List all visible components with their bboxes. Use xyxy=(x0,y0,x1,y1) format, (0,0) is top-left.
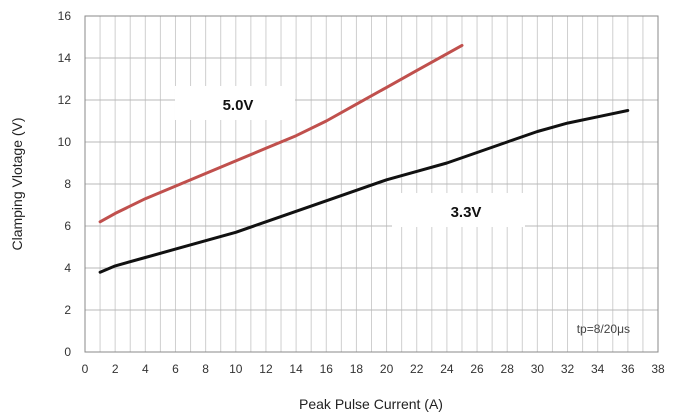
x-axis-title: Peak Pulse Current (A) xyxy=(299,396,443,412)
x-tick-labels: 0 2 4 6 8 10 12 14 16 18 20 22 24 26 28 30 32 34 36 38 xyxy=(82,362,665,376)
x-tick-label: 2 xyxy=(112,362,119,376)
y-tick-label: 0 xyxy=(64,345,71,359)
series-line-0 xyxy=(98,43,464,224)
pulse-annotation: tp=8/20μs xyxy=(577,322,630,336)
label-box-5v xyxy=(175,86,295,120)
x-tick-label: 36 xyxy=(621,362,635,376)
series-line-1 xyxy=(98,109,630,274)
series-labels: 5.0V 3.3V xyxy=(223,97,482,221)
series-lines xyxy=(98,43,630,274)
y-axis-title: Clamping Vlotage (V) xyxy=(9,117,25,250)
x-tick-label: 20 xyxy=(380,362,394,376)
y-tick-label: 6 xyxy=(64,219,71,233)
x-tick-label: 32 xyxy=(561,362,575,376)
x-tick-label: 4 xyxy=(142,362,149,376)
y-tick-label: 8 xyxy=(64,177,71,191)
x-tick-label: 22 xyxy=(410,362,424,376)
x-tick-label: 16 xyxy=(320,362,334,376)
y-tick-label: 16 xyxy=(58,9,72,23)
y-tick-label: 2 xyxy=(64,303,71,317)
series-label-1: 3.3V xyxy=(451,204,482,221)
x-tick-label: 10 xyxy=(229,362,243,376)
x-tick-label: 6 xyxy=(172,362,179,376)
x-tick-label: 14 xyxy=(289,362,303,376)
plot-frame xyxy=(84,15,659,353)
x-tick-label: 30 xyxy=(531,362,545,376)
y-tick-label: 4 xyxy=(64,261,71,275)
x-tick-label: 38 xyxy=(651,362,665,376)
y-tick-label: 14 xyxy=(58,51,72,65)
x-tick-label: 12 xyxy=(259,362,273,376)
x-tick-label: 28 xyxy=(501,362,515,376)
y-tick-labels: 0 2 4 6 8 10 12 14 16 xyxy=(58,9,72,359)
grid-lines xyxy=(85,16,658,352)
x-tick-label: 26 xyxy=(470,362,484,376)
x-tick-label: 8 xyxy=(202,362,209,376)
series-label-0: 5.0V xyxy=(223,97,254,114)
x-tick-label: 18 xyxy=(350,362,364,376)
x-tick-label: 0 xyxy=(82,362,89,376)
y-tick-label: 12 xyxy=(58,93,72,107)
label-backgrounds xyxy=(175,86,525,227)
label-box-3v3 xyxy=(392,193,525,227)
x-tick-label: 24 xyxy=(440,362,454,376)
y-tick-label: 10 xyxy=(58,135,72,149)
x-tick-label: 34 xyxy=(591,362,605,376)
